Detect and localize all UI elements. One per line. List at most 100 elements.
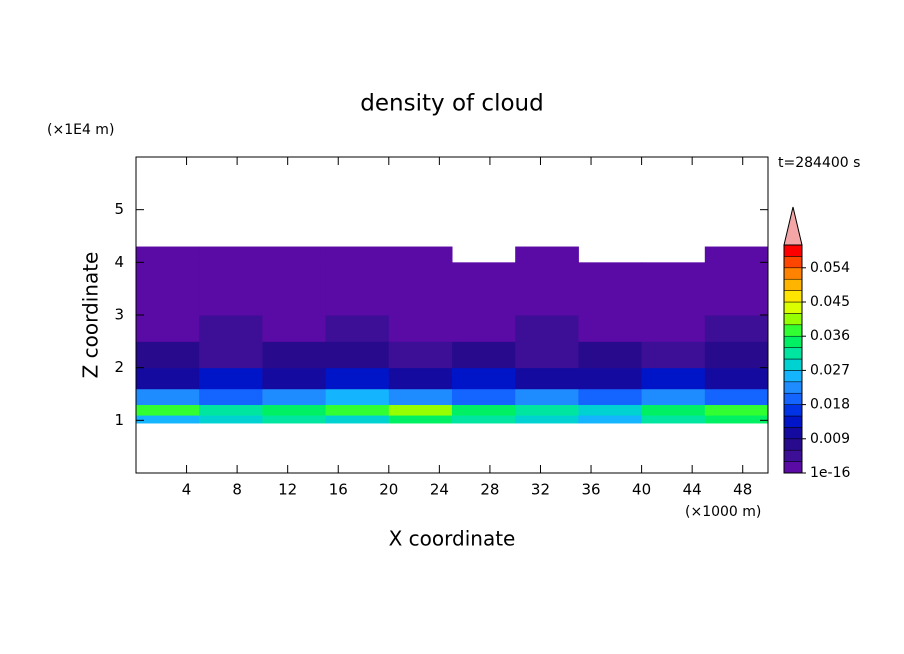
contour-cell [452,262,516,290]
contour-cell [388,404,453,416]
x-unit: (×1000 m) [685,504,761,520]
contour-cell [199,246,263,263]
colorbar-swatch [783,301,803,314]
contour-cell [578,262,643,290]
y-axis-label: Z coordinate [79,252,103,379]
contour-cell [515,341,579,369]
contour-cell [515,288,579,316]
colorbar-swatch [783,335,803,348]
contour-cell [325,388,390,406]
contour-cell [262,415,327,424]
contour-cell [199,415,263,424]
x-tick-label: 44 [683,481,702,499]
contour-cell [578,404,643,416]
contour-cell [704,246,769,263]
colorbar-swatch [783,290,803,303]
contour-cell [199,288,263,316]
contour-cell [325,288,390,316]
x-tick-label: 16 [329,481,348,499]
contour-cell [641,262,706,290]
contour-cell [262,288,327,316]
contour-cell [262,341,327,369]
contour-cell [262,315,327,342]
colorbar-tick-label: 0.036 [810,328,850,344]
contour-cell [452,288,516,316]
colorbar-swatch [783,427,803,440]
contour-cell [578,341,643,369]
contour-cell [388,367,453,390]
contour-cell [515,367,579,390]
x-tick-label: 32 [531,481,550,499]
y-tick-label: 2 [114,358,124,376]
colorbar-swatch [783,244,803,257]
x-tick-label: 28 [480,481,499,499]
contour-cell [578,415,643,424]
chart-title: density of cloud [360,91,543,117]
colorbar-tick-label: 0.045 [810,294,850,310]
contour-cell [704,288,769,316]
contour-cell [578,367,643,390]
contour-cell [136,367,200,390]
colorbar-swatch [783,404,803,417]
contour-cell [388,262,453,290]
contour-cell [325,246,390,263]
contour-cell [704,262,769,290]
contour-cell [641,404,706,416]
x-tick-label: 20 [379,481,398,499]
contour-cell [515,262,579,290]
x-axis-label: X coordinate [389,527,516,551]
contour-cell [641,415,706,424]
colorbar-swatch [783,256,803,269]
annotation: t=284400 s [778,155,860,171]
contour-cell [515,404,579,416]
contour-cell [578,288,643,316]
colorbar-tick-label: 0.027 [810,362,850,378]
contour-cell [452,415,516,424]
x-tick-label: 40 [632,481,651,499]
y-tick-label: 3 [114,306,124,324]
contour-cell [641,341,706,369]
colorbar-tick-label: 0.009 [810,431,850,447]
contour-cell [136,404,200,416]
contour-cell [452,388,516,406]
contour-cell [641,367,706,390]
x-tick-label: 12 [278,481,297,499]
y-tick-label: 4 [114,253,124,271]
contour-cell [388,315,453,342]
x-tick-label: 8 [232,481,242,499]
y-tick-label: 5 [114,200,124,218]
contour-cell [136,388,200,406]
contour-cell [199,315,263,342]
contour-cell [388,388,453,406]
colorbar-swatch [783,461,803,474]
contour-cell [704,341,769,369]
contour-cell [515,246,579,263]
contour-field [136,246,769,424]
contour-cell [262,262,327,290]
contour-cell [388,288,453,316]
contour-cell [578,315,643,342]
colorbar-swatch [783,358,803,371]
contour-cell [578,388,643,406]
contour-cell [262,388,327,406]
contour-cell [199,262,263,290]
contour-cell [641,315,706,342]
contour-cell [704,404,769,416]
colorbar-swatch [783,415,803,428]
contour-cell [136,315,200,342]
contour-cell [388,415,453,424]
contour-cell [452,341,516,369]
contour-cell [262,367,327,390]
x-tick-label: 4 [182,481,192,499]
contour-cell [704,367,769,390]
colorbar-swatch [783,449,803,462]
contour-cell [515,415,579,424]
colorbar-swatch [783,438,803,451]
x-tick-label: 36 [581,481,600,499]
colorbar-swatch [783,392,803,405]
contour-cell [388,246,453,263]
x-tick-label: 24 [430,481,449,499]
contour-cell [704,315,769,342]
contour-cell [641,288,706,316]
contour-cell [704,388,769,406]
